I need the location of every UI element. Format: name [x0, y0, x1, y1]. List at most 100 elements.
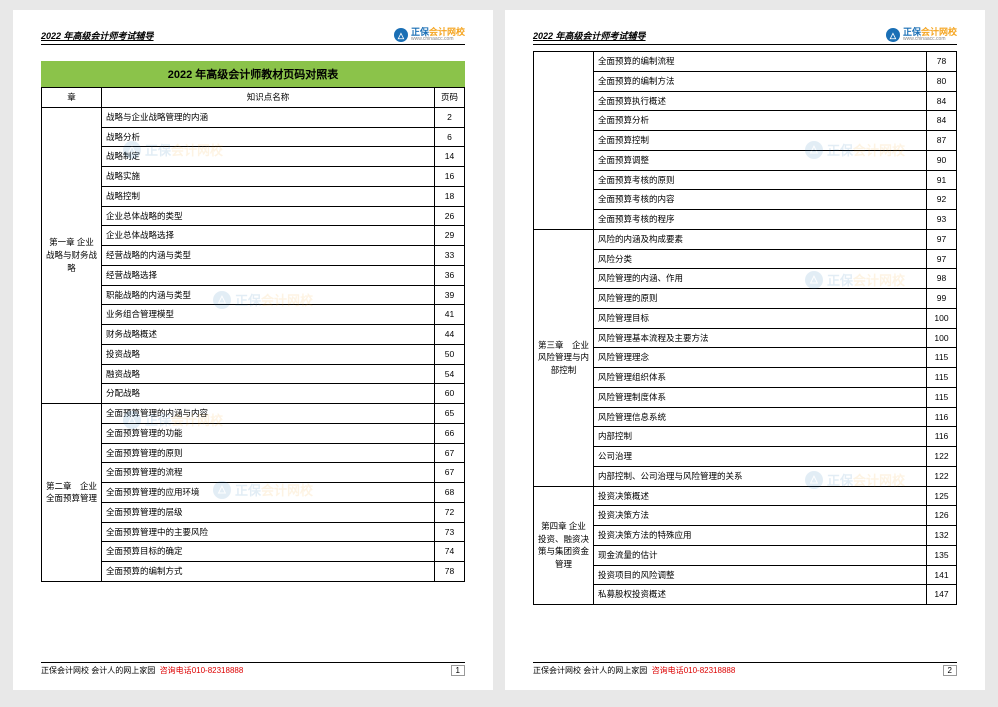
page-cell: 84 — [927, 111, 957, 131]
name-cell: 企业总体战略的类型 — [102, 206, 435, 226]
page-cell: 67 — [435, 463, 465, 483]
name-cell: 分配战略 — [102, 384, 435, 404]
page-cell: 126 — [927, 506, 957, 526]
name-cell: 全面预算管理的内涵与内容 — [102, 404, 435, 424]
name-cell: 融资战略 — [102, 364, 435, 384]
table-row: 投资项目的风险调整141 — [534, 565, 957, 585]
name-cell: 投资战略 — [102, 344, 435, 364]
table-row: 全面预算管理的原则67 — [42, 443, 465, 463]
page-1: △正保会计网校 △正保会计网校 △正保会计网校 △正保会计网校 2022 年高级… — [13, 10, 493, 690]
page-cell: 41 — [435, 305, 465, 325]
page-cell: 44 — [435, 325, 465, 345]
reference-table: 全面预算的编制流程78全面预算的编制方法80全面预算执行概述84全面预算分析84… — [533, 51, 957, 605]
page-cell: 135 — [927, 545, 957, 565]
chapter-cell: 第三章 企业风险管理与内部控制 — [534, 229, 594, 486]
table-row: 内部控制、公司治理与风险管理的关系122 — [534, 466, 957, 486]
name-cell: 财务战略概述 — [102, 325, 435, 345]
page-cell: 116 — [927, 427, 957, 447]
table-row: 投资决策方法126 — [534, 506, 957, 526]
table-row: 风险管理制度体系115 — [534, 387, 957, 407]
footer-text: 正保会计网校 会计人的网上家园 咨询电话010-82318888 — [41, 665, 243, 676]
name-cell: 风险管理的内涵、作用 — [594, 269, 927, 289]
logo-icon: △ — [886, 28, 900, 42]
table-row: 全面预算考核的内容92 — [534, 190, 957, 210]
name-cell: 全面预算分析 — [594, 111, 927, 131]
page-cell: 97 — [927, 249, 957, 269]
page-cell: 74 — [435, 542, 465, 562]
table-row: 全面预算管理的层级72 — [42, 502, 465, 522]
page-cell: 54 — [435, 364, 465, 384]
table-row: 投资战略50 — [42, 344, 465, 364]
table-row: 风险管理的原则99 — [534, 289, 957, 309]
page-cell: 84 — [927, 91, 957, 111]
name-cell: 全面预算管理的应用环境 — [102, 483, 435, 503]
name-cell: 全面预算管理中的主要风险 — [102, 522, 435, 542]
name-cell: 投资决策方法的特殊应用 — [594, 526, 927, 546]
page-cell: 125 — [927, 486, 957, 506]
logo: △ 正保会计网校 www.chinaacc.com — [886, 28, 957, 42]
table-row: 战略制定14 — [42, 147, 465, 167]
page-cell: 91 — [927, 170, 957, 190]
page-cell: 116 — [927, 407, 957, 427]
table-row: 全面预算考核的程序93 — [534, 210, 957, 230]
page-cell: 97 — [927, 229, 957, 249]
page-cell: 115 — [927, 387, 957, 407]
name-cell: 全面预算管理的层级 — [102, 502, 435, 522]
name-cell: 全面预算管理的功能 — [102, 423, 435, 443]
table-row: 内部控制116 — [534, 427, 957, 447]
page-cell: 87 — [927, 131, 957, 151]
name-cell: 战略与企业战略管理的内涵 — [102, 107, 435, 127]
name-cell: 风险管理的原则 — [594, 289, 927, 309]
col-name: 知识点名称 — [102, 88, 435, 108]
page-footer: 正保会计网校 会计人的网上家园 咨询电话010-82318888 1 — [41, 662, 465, 676]
header-title: 2022 年高级会计师考试辅导 — [41, 29, 154, 42]
name-cell: 全面预算管理的原则 — [102, 443, 435, 463]
name-cell: 内部控制、公司治理与风险管理的关系 — [594, 466, 927, 486]
name-cell: 战略实施 — [102, 167, 435, 187]
table-row: 第四章 企业投资、融资决策与集团资金管理投资决策概述125 — [534, 486, 957, 506]
name-cell: 全面预算控制 — [594, 131, 927, 151]
page-cell: 67 — [435, 443, 465, 463]
table-row: 战略控制18 — [42, 186, 465, 206]
page-cell: 115 — [927, 348, 957, 368]
table-row: 全面预算的编制方法80 — [534, 71, 957, 91]
name-cell: 全面预算的编制方法 — [594, 71, 927, 91]
page-cell: 6 — [435, 127, 465, 147]
col-chapter: 章 — [42, 88, 102, 108]
page-cell: 26 — [435, 206, 465, 226]
table-row: 业务组合管理模型41 — [42, 305, 465, 325]
reference-table: 章 知识点名称 页码 第一章 企业战略与财务战略战略与企业战略管理的内涵2战略分… — [41, 87, 465, 582]
table-title: 2022 年高级会计师教材页码对照表 — [41, 61, 465, 87]
name-cell: 全面预算管理的流程 — [102, 463, 435, 483]
page-number: 1 — [451, 665, 465, 676]
name-cell: 投资项目的风险调整 — [594, 565, 927, 585]
table-row: 风险管理理念115 — [534, 348, 957, 368]
page-cell: 147 — [927, 585, 957, 605]
table-row: 企业总体战略的类型26 — [42, 206, 465, 226]
page-cell: 73 — [435, 522, 465, 542]
chapter-cell: 第二章 企业全面预算管理 — [42, 404, 102, 582]
page-cell: 14 — [435, 147, 465, 167]
table-row: 公司治理122 — [534, 447, 957, 467]
page-cell: 100 — [927, 308, 957, 328]
page-cell: 2 — [435, 107, 465, 127]
name-cell: 职能战略的内涵与类型 — [102, 285, 435, 305]
table-row: 全面预算调整90 — [534, 150, 957, 170]
page-cell: 36 — [435, 265, 465, 285]
name-cell: 全面预算考核的原则 — [594, 170, 927, 190]
name-cell: 风险分类 — [594, 249, 927, 269]
table-row: 全面预算管理的功能66 — [42, 423, 465, 443]
table-row: 第三章 企业风险管理与内部控制风险的内涵及构成要素97 — [534, 229, 957, 249]
page-cell: 18 — [435, 186, 465, 206]
page-cell: 93 — [927, 210, 957, 230]
name-cell: 全面预算目标的确定 — [102, 542, 435, 562]
page-header: 2022 年高级会计师考试辅导 △ 正保会计网校 www.chinaacc.co… — [41, 28, 465, 45]
table-row: 全面预算管理的应用环境68 — [42, 483, 465, 503]
table-row: 职能战略的内涵与类型39 — [42, 285, 465, 305]
page-cell: 72 — [435, 502, 465, 522]
table-row: 全面预算执行概述84 — [534, 91, 957, 111]
page-cell: 50 — [435, 344, 465, 364]
table-row: 全面预算管理的流程67 — [42, 463, 465, 483]
name-cell: 风险管理基本流程及主要方法 — [594, 328, 927, 348]
page-cell: 65 — [435, 404, 465, 424]
